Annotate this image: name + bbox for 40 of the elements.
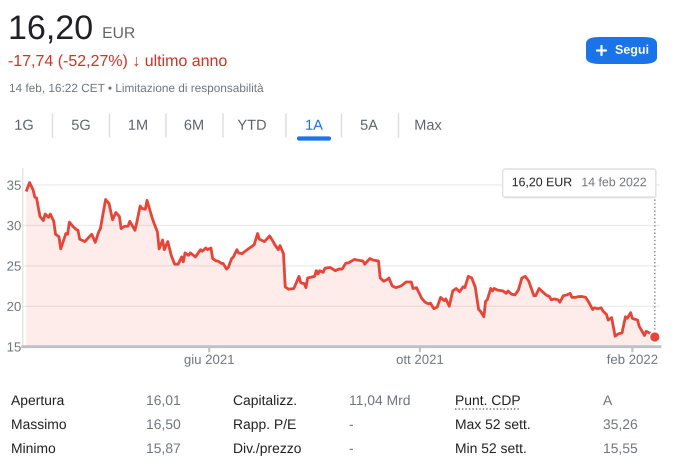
y-tick-label: 30	[7, 220, 21, 230]
text: Segui	[615, 44, 648, 56]
text: Max 52 sett.	[456, 419, 530, 430]
text: Min 52 sett.	[456, 442, 526, 454]
text: 14 feb, 16:22 CET • Limitazione di responsabilità	[10, 83, 264, 94]
text: Massimo	[12, 418, 66, 430]
text: Apertura	[11, 395, 64, 408]
y-tick-label: 20	[7, 302, 21, 312]
text: Max	[415, 120, 442, 130]
text: Minimo	[12, 442, 56, 454]
text: 11,04 Mrd	[350, 394, 410, 407]
text: 16,01	[147, 395, 180, 407]
text: 15,87	[147, 443, 180, 455]
text: Rapp. P/E	[234, 418, 296, 432]
text: 1M	[128, 120, 147, 130]
chart-subtitle: -17,74 (-52,27%) ↓ ultimo anno	[8, 54, 227, 70]
text: 5G	[72, 120, 90, 130]
x-tick-label: ott 2021	[396, 354, 444, 364]
y-tick-label: 25	[7, 261, 21, 271]
text: Punt. CDP	[456, 395, 520, 406]
text: Div./prezzo	[234, 442, 301, 456]
annotation: 16,20 EUR	[512, 178, 572, 188]
x-tick-label: feb 2022	[606, 354, 658, 364]
y-tick-label: 35	[7, 180, 21, 190]
text: -	[350, 424, 354, 426]
chart-title: 16,20 EUR	[10, 15, 135, 44]
text: A	[603, 395, 612, 405]
text: 6M	[184, 120, 203, 130]
text: 15,55	[604, 443, 638, 455]
text: 1A	[306, 120, 323, 130]
text: 16,50	[147, 419, 180, 431]
x-tick-label: giu 2021	[184, 354, 234, 367]
text: 1G	[15, 120, 33, 130]
text: -	[350, 448, 354, 450]
annotation: 14 feb 2022	[582, 177, 646, 186]
text: 5A	[360, 120, 378, 130]
y-tick-label: 15	[8, 342, 21, 352]
text: 35,26	[604, 419, 638, 431]
text: Capitalizz.	[234, 394, 296, 408]
text: YTD	[238, 120, 266, 130]
